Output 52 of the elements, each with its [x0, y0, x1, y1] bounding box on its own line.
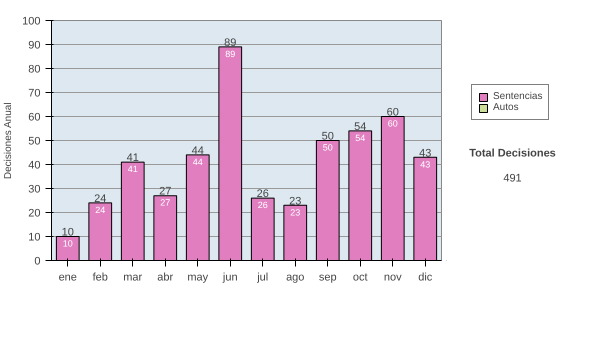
data-label: 54 — [355, 132, 366, 143]
data-label: 50 — [322, 142, 333, 152]
x-tick-label: nov — [384, 272, 402, 284]
total-label: 26 — [256, 188, 269, 200]
text: 491 — [503, 172, 522, 184]
y-tick-label: 30 — [28, 184, 41, 196]
y-tick-label: 40 — [28, 160, 41, 172]
y-tick-label: 50 — [28, 136, 41, 148]
y-tick-label: 90 — [28, 40, 41, 52]
total-label: 23 — [289, 195, 302, 208]
total-label: 54 — [354, 120, 366, 133]
total-label: 27 — [159, 186, 172, 198]
text: Total Decisiones — [469, 148, 556, 160]
x-tick-label: mar — [123, 272, 143, 284]
x-tick-label: may — [187, 272, 209, 284]
total-label: 44 — [192, 144, 204, 157]
data-label: 41 — [128, 164, 138, 174]
data-label: 23 — [290, 207, 300, 218]
total-label: 10 — [62, 226, 74, 238]
x-tick-label: ago — [286, 272, 304, 284]
total-label: 89 — [224, 36, 236, 49]
total-label: 50 — [322, 130, 334, 142]
data-label: 89 — [225, 48, 236, 59]
legend-label: Sentencias — [493, 91, 542, 102]
total-label: 24 — [94, 192, 106, 205]
legend-label: Autos — [493, 102, 519, 113]
y-tick-label: 80 — [28, 64, 41, 76]
x-tick-label: feb — [92, 272, 108, 284]
y-tick-label: 60 — [28, 112, 41, 124]
data-label: 24 — [95, 204, 106, 215]
x-tick-label: oct — [352, 272, 368, 284]
x-tick-label: sep — [318, 272, 337, 284]
y-tick-label: 70 — [28, 88, 41, 100]
x-tick-label: jul — [256, 272, 268, 284]
data-label: 26 — [258, 200, 268, 210]
y-tick-label: 100 — [22, 16, 41, 28]
data-label: 43 — [420, 159, 430, 170]
x-tick-label: dic — [418, 272, 433, 284]
y-tick-label: 0 — [34, 256, 41, 268]
data-label: 27 — [160, 198, 170, 208]
total-label: 43 — [419, 147, 432, 160]
total-label: 41 — [126, 152, 139, 164]
data-label: 44 — [192, 156, 203, 167]
data-label: 10 — [62, 238, 73, 248]
y-tick-label: 10 — [28, 232, 41, 244]
y-axis-title: Decisiones Anual — [3, 102, 14, 180]
x-tick-label: jun — [222, 272, 238, 284]
total-label: 60 — [386, 106, 399, 118]
x-tick-label: abr — [157, 272, 174, 284]
x-tick-label: ene — [58, 272, 77, 284]
y-tick-label: 20 — [28, 208, 41, 220]
data-label: 60 — [388, 118, 398, 128]
